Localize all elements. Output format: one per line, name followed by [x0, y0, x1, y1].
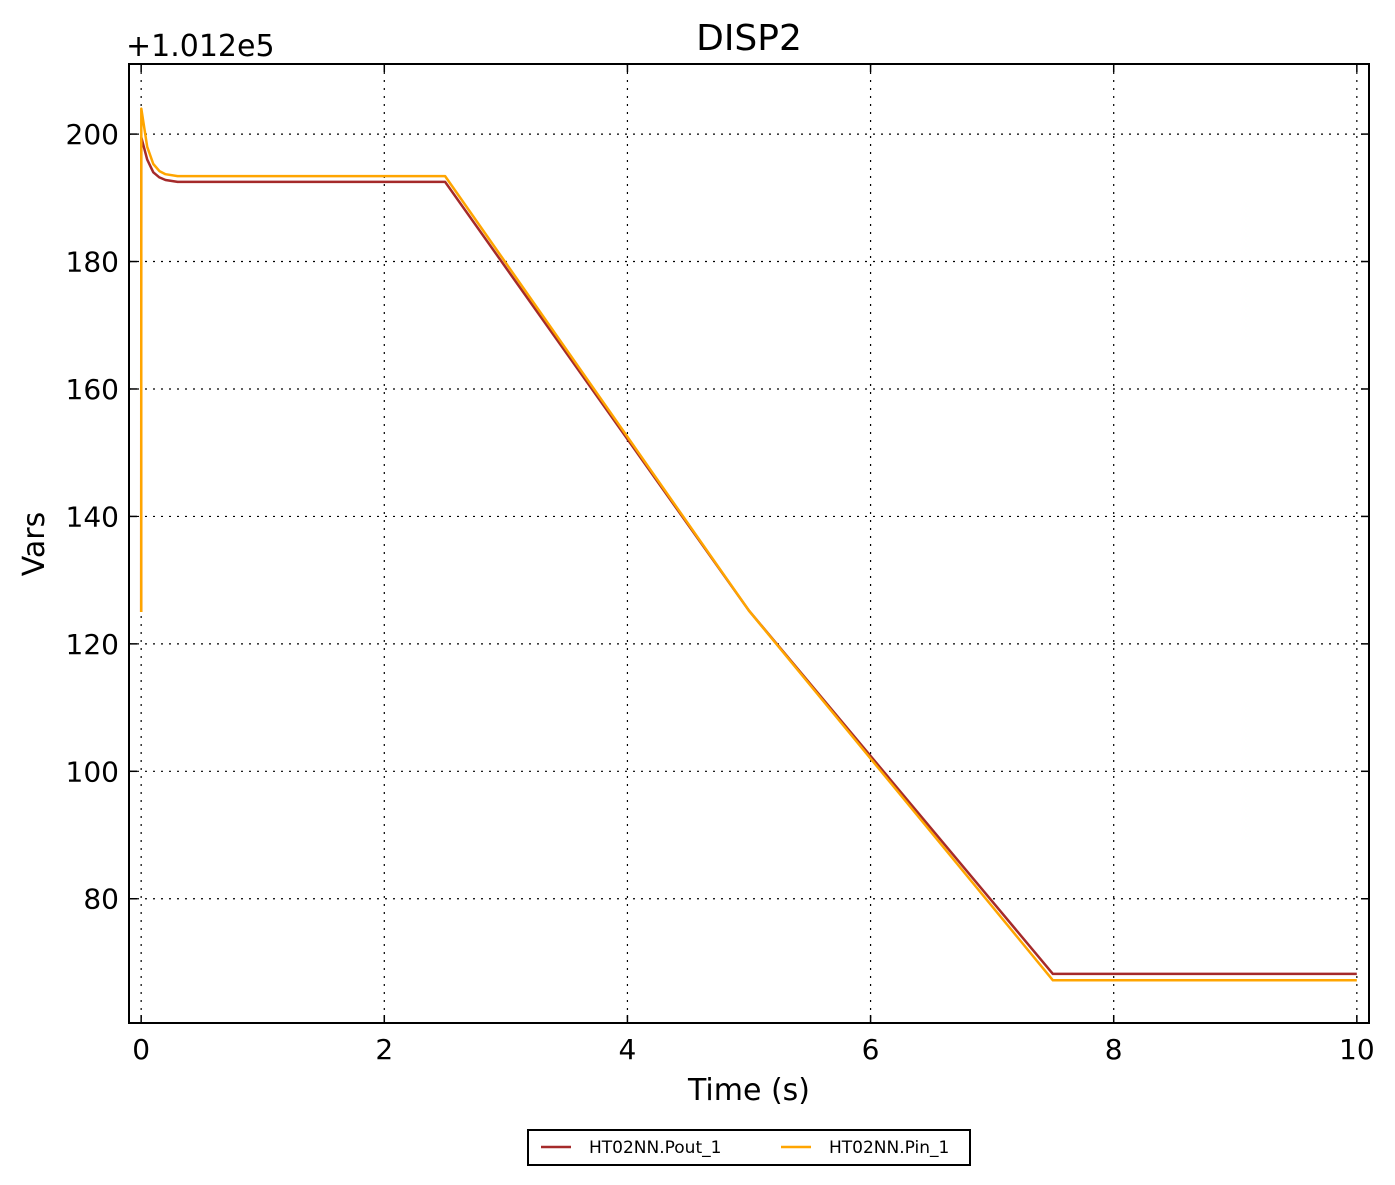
y-tick-label: 120 [66, 628, 119, 661]
y-offset-label: +1.012e5 [126, 29, 275, 64]
x-tick-label: 2 [375, 1033, 393, 1066]
ticks: 0 2 4 6 8 10 80 100 120 140 160 180 200 [66, 64, 1375, 1066]
chart-title: DISP2 [696, 18, 802, 59]
y-tick-label: 80 [83, 883, 119, 916]
y-tick-label: 140 [66, 500, 119, 533]
y-axis-label: Vars [17, 512, 52, 577]
plot-frame [128, 63, 1370, 1024]
legend-box [527, 1129, 971, 1166]
x-axis-label: Time (s) [687, 1073, 810, 1108]
legend-label-pout: HT02NN.Pout_1 [589, 1138, 721, 1158]
x-tick-label: 4 [619, 1033, 637, 1066]
y-tick-label: 100 [66, 755, 119, 788]
x-tick-label: 10 [1339, 1033, 1375, 1066]
x-tick-label: 6 [862, 1033, 880, 1066]
series-lines [139, 107, 1357, 982]
y-tick-label: 160 [66, 373, 119, 406]
series-line-pin [139, 107, 1357, 982]
y-tick-label: 200 [66, 118, 119, 151]
grid [129, 64, 1369, 1023]
y-tick-label: 180 [66, 246, 119, 279]
x-tick-label: 0 [132, 1033, 150, 1066]
legend-label-pin: HT02NN.Pin_1 [829, 1138, 949, 1158]
series-line-pout [139, 136, 1357, 976]
x-tick-label: 8 [1105, 1033, 1123, 1066]
legend: HT02NN.Pout_1 HT02NN.Pin_1 [527, 1129, 971, 1166]
